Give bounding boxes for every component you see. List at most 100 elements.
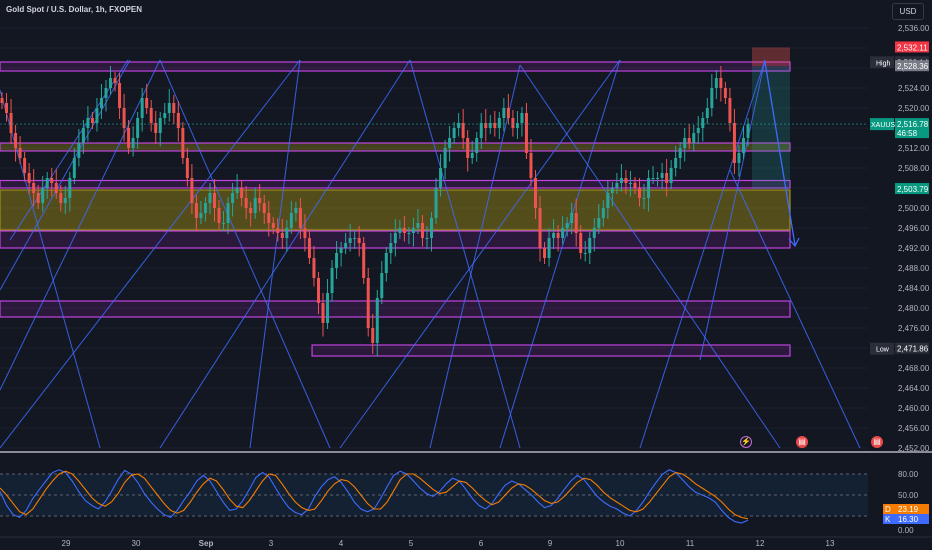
candle <box>240 188 244 198</box>
candle <box>321 303 325 323</box>
candle <box>131 138 135 148</box>
price-badge: 2,503.79 <box>897 185 929 194</box>
candle <box>484 123 488 128</box>
candle <box>393 233 397 243</box>
candle <box>298 208 302 228</box>
candle <box>54 183 58 193</box>
price-tick-label: 2,456.00 <box>898 424 930 433</box>
candle <box>45 178 49 188</box>
candle <box>104 88 108 98</box>
candle <box>606 193 610 208</box>
candle <box>185 158 189 178</box>
candle <box>407 233 411 234</box>
stoch-k-value: 16.30 <box>898 515 919 524</box>
candle <box>127 128 131 148</box>
candle <box>271 223 275 228</box>
projection-arrowhead <box>788 237 800 248</box>
oscillator-tick-label: 0.00 <box>898 526 914 535</box>
candle <box>14 133 18 148</box>
candle <box>226 203 230 223</box>
time-axis-label: 3 <box>269 539 274 548</box>
time-axis-label: 10 <box>616 539 625 548</box>
price-badge-bg <box>895 41 929 53</box>
candle <box>172 103 176 113</box>
price-badge-label-bg <box>870 56 894 69</box>
currency-button[interactable]: USD <box>892 3 924 20</box>
flag-event-icon-2[interactable]: ▤ <box>871 436 883 448</box>
chart-title: Gold Spot / U.S. Dollar, 1h, FXOPEN <box>6 5 143 14</box>
candle <box>746 124 750 138</box>
candle <box>502 108 506 118</box>
candle <box>366 278 370 328</box>
candle <box>276 228 280 233</box>
candle <box>289 213 293 228</box>
candle <box>628 183 632 184</box>
candle <box>556 233 560 238</box>
candle <box>647 178 651 198</box>
candle <box>470 153 474 158</box>
candle <box>199 213 203 218</box>
fan-line-4 <box>0 59 301 449</box>
time-axis-label: 29 <box>62 539 71 548</box>
candle <box>669 168 673 183</box>
candle <box>411 228 415 233</box>
candle <box>253 198 257 213</box>
candle <box>371 328 375 343</box>
candle <box>683 138 687 148</box>
stoch-d-badge-bg <box>883 504 929 514</box>
candle <box>9 113 13 133</box>
price-tick-label: 2,512.00 <box>898 144 930 153</box>
candle <box>439 168 443 188</box>
candle <box>601 208 605 218</box>
fan-line-7 <box>409 59 521 449</box>
candle <box>353 238 357 239</box>
candle <box>457 123 461 128</box>
candle <box>583 253 587 254</box>
flag-event-icon[interactable]: ▤ <box>796 436 808 448</box>
candle <box>511 118 515 128</box>
price-tick-label: 2,468.00 <box>898 364 930 373</box>
price-badge-bg <box>895 118 929 139</box>
candle <box>565 223 569 228</box>
candle <box>656 178 660 179</box>
time-axis-label: 9 <box>548 539 553 548</box>
candle <box>624 178 628 183</box>
candle <box>167 103 171 113</box>
candle <box>280 233 284 238</box>
candle <box>741 138 745 153</box>
candle <box>543 248 547 258</box>
candle <box>330 268 334 293</box>
price-tick-label: 2,496.00 <box>898 224 930 233</box>
candle <box>384 253 388 273</box>
candle <box>574 213 578 233</box>
fan-line-2 <box>159 59 331 449</box>
candle <box>398 228 402 233</box>
candle <box>267 213 271 223</box>
price-tick-label: 2,484.00 <box>898 284 930 293</box>
candle <box>416 223 420 228</box>
candle <box>81 128 85 143</box>
oscillator-tick-label: 50.00 <box>898 491 919 500</box>
candle <box>714 78 718 88</box>
fan-line-11 <box>339 59 621 449</box>
fan-line-8 <box>429 64 521 449</box>
candle <box>158 118 162 133</box>
candle <box>222 223 226 224</box>
price-tick-label: 2,480.00 <box>898 304 930 313</box>
candle <box>194 203 198 218</box>
candle <box>705 108 709 118</box>
candle <box>145 98 149 108</box>
candle <box>434 188 438 218</box>
candle <box>154 123 158 133</box>
candle <box>244 198 248 208</box>
candle <box>570 213 574 223</box>
price-badge-bg <box>895 342 929 354</box>
candle <box>723 88 727 98</box>
price-tick-label: 2,508.00 <box>898 164 930 173</box>
price-tick-label: 2,452.00 <box>898 444 930 453</box>
candle <box>249 208 253 213</box>
flash-event-icon[interactable]: ⚡ <box>740 436 752 448</box>
time-axis-label: 30 <box>132 539 141 548</box>
candle <box>737 153 741 163</box>
